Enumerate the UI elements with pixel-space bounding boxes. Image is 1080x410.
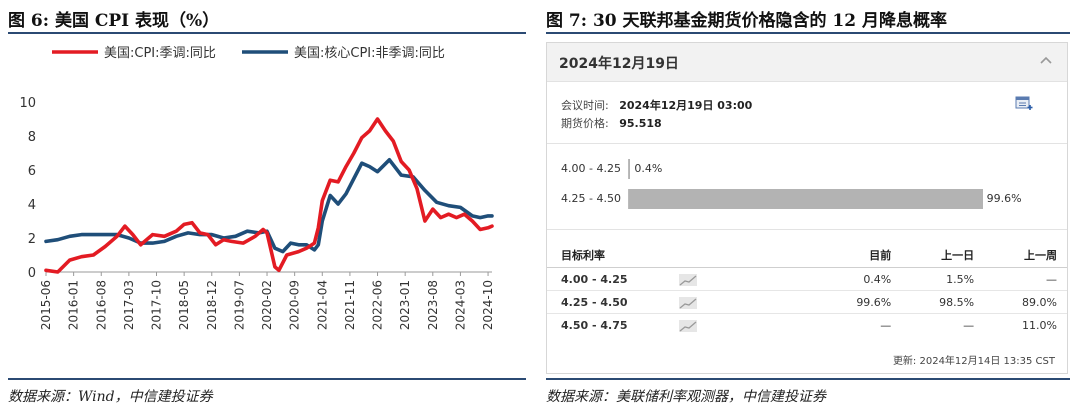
col-header-prev-day: 上一日 <box>901 243 985 268</box>
y-tick-label: 2 <box>28 232 36 247</box>
x-tick-label: 2016-08 <box>94 280 108 330</box>
x-tick-label: 2015-06 <box>39 280 53 330</box>
y-tick-label: 0 <box>28 266 36 281</box>
fig6-title-rule <box>8 32 526 34</box>
prob-bar <box>629 159 631 179</box>
legend-label: 美国:核心CPI:非季调:同比 <box>294 46 445 61</box>
current-cell: 99.6% <box>818 290 902 314</box>
x-tick-label: 2017-03 <box>122 280 136 330</box>
col-header-prev-week: 上一周 <box>984 243 1067 268</box>
trend-chart-icon[interactable] <box>679 296 698 309</box>
prob-row-1: 4.25 - 4.50 99.6% <box>547 189 1067 209</box>
rate-cell: 4.00 - 4.25 <box>547 267 819 291</box>
prev-week-cell: 89.0% <box>984 290 1067 314</box>
trend-chart-icon[interactable] <box>679 319 698 332</box>
x-tick-label: 2018-05 <box>177 280 191 330</box>
futures-price-row: 期货价格: 95.518 <box>561 115 662 131</box>
x-tick-label: 2018-12 <box>205 280 219 330</box>
x-tick-label: 2017-10 <box>150 280 164 330</box>
divider <box>547 143 1067 144</box>
futures-price-value: 95.518 <box>619 117 662 130</box>
meeting-time-value: 2024年12月19日 03:00 <box>619 99 753 112</box>
rate-probability-table: 目标利率 目前 上一日 上一周 4.00 - 4.25 0.4% 1.5% — … <box>547 243 1067 336</box>
fig7-title-rule <box>546 32 1070 34</box>
x-tick-label: 2023-08 <box>426 280 440 330</box>
rate-cell: 4.50 - 4.75 <box>547 313 819 336</box>
prev-day-cell: — <box>901 313 985 336</box>
fig7-bottom-rule <box>546 378 1070 380</box>
fig6-bottom-rule <box>8 378 526 380</box>
fig6-title: 图 6: 美国 CPI 表现（%） <box>8 11 220 31</box>
series-line-cpi <box>44 117 494 274</box>
fig6-source: 数据来源：Wind，中信建投证券 <box>8 389 213 405</box>
fig7-title: 图 7: 30 天联邦基金期货价格隐含的 12 月降息概率 <box>546 11 948 31</box>
prob-value: 0.4% <box>634 162 663 175</box>
prob-range-label: 4.25 - 4.50 <box>561 192 621 205</box>
series-line-core-cpi <box>44 158 494 254</box>
fedwatch-panel: 2024年12月19日 会议时间: 2024年12月19日 03:00 期货价格… <box>546 42 1068 374</box>
y-tick-label: 8 <box>28 130 36 145</box>
table-row: 4.25 - 4.50 99.6% 98.5% 89.0% <box>547 290 1067 314</box>
x-tick-label: 2021-11 <box>343 280 357 330</box>
prob-value: 99.6% <box>986 192 1022 205</box>
x-tick-label: 2019-07 <box>232 280 246 330</box>
x-tick-label: 2020-09 <box>288 280 302 330</box>
y-tick-label: 10 <box>19 96 36 111</box>
rate-range: 4.00 - 4.25 <box>561 272 628 286</box>
col-header-target-rate: 目标利率 <box>547 243 819 268</box>
chevron-up-icon[interactable] <box>1039 55 1053 65</box>
y-tick-label: 4 <box>28 198 36 213</box>
current-cell: — <box>818 313 902 336</box>
x-tick-label: 2021-04 <box>315 280 329 330</box>
prob-range-label: 4.00 - 4.25 <box>561 162 621 175</box>
col-header-current: 目前 <box>818 243 902 268</box>
prob-bar <box>629 189 983 209</box>
y-tick-label: 6 <box>28 164 36 179</box>
x-tick-label: 2022-06 <box>371 280 385 330</box>
prob-row-0: 4.00 - 4.25 0.4% <box>547 159 1067 179</box>
futures-price-label: 期货价格: <box>561 117 609 130</box>
x-tick-label: 2024-10 <box>481 280 495 330</box>
table-row: 4.00 - 4.25 0.4% 1.5% — <box>547 267 1067 291</box>
prob-axis <box>628 159 629 179</box>
rate-cell: 4.25 - 4.50 <box>547 290 819 314</box>
meeting-date: 2024年12月19日 <box>559 56 679 72</box>
trend-chart-icon[interactable] <box>679 273 698 286</box>
prev-day-cell: 1.5% <box>901 267 985 291</box>
rate-range: 4.25 - 4.50 <box>561 295 628 309</box>
x-tick-label: 2020-02 <box>260 280 274 330</box>
legend-label: 美国:CPI:季调:同比 <box>104 46 216 61</box>
table-header-row: 目标利率 目前 上一日 上一周 <box>547 243 1067 268</box>
prev-week-cell: — <box>984 267 1067 291</box>
current-cell: 0.4% <box>818 267 902 291</box>
prev-week-cell: 11.0% <box>984 313 1067 336</box>
panel-header[interactable]: 2024年12月19日 <box>547 43 1067 82</box>
prob-axis <box>628 189 629 209</box>
prev-day-cell: 98.5% <box>901 290 985 314</box>
cpi-chart: 0 2 4 6 8 10 2015-06 2016-01 2016-08 2017-03 2017-… <box>19 46 495 330</box>
x-tick-label: 2016-01 <box>67 280 81 330</box>
table-row: 4.50 - 4.75 — — 11.0% <box>547 313 1067 336</box>
fig7-source: 数据来源：美联储利率观测器，中信建投证券 <box>546 389 826 405</box>
calendar-add-icon[interactable] <box>1015 95 1033 111</box>
divider <box>547 229 1067 230</box>
rate-range: 4.50 - 4.75 <box>561 318 628 332</box>
meeting-time-label: 会议时间: <box>561 99 609 112</box>
meeting-time-row: 会议时间: 2024年12月19日 03:00 <box>561 97 752 113</box>
updated-timestamp: 更新: 2024年12月14日 13:35 CST <box>892 356 1055 367</box>
x-tick-label: 2023-01 <box>398 280 412 330</box>
x-tick-label: 2024-03 <box>453 280 467 330</box>
